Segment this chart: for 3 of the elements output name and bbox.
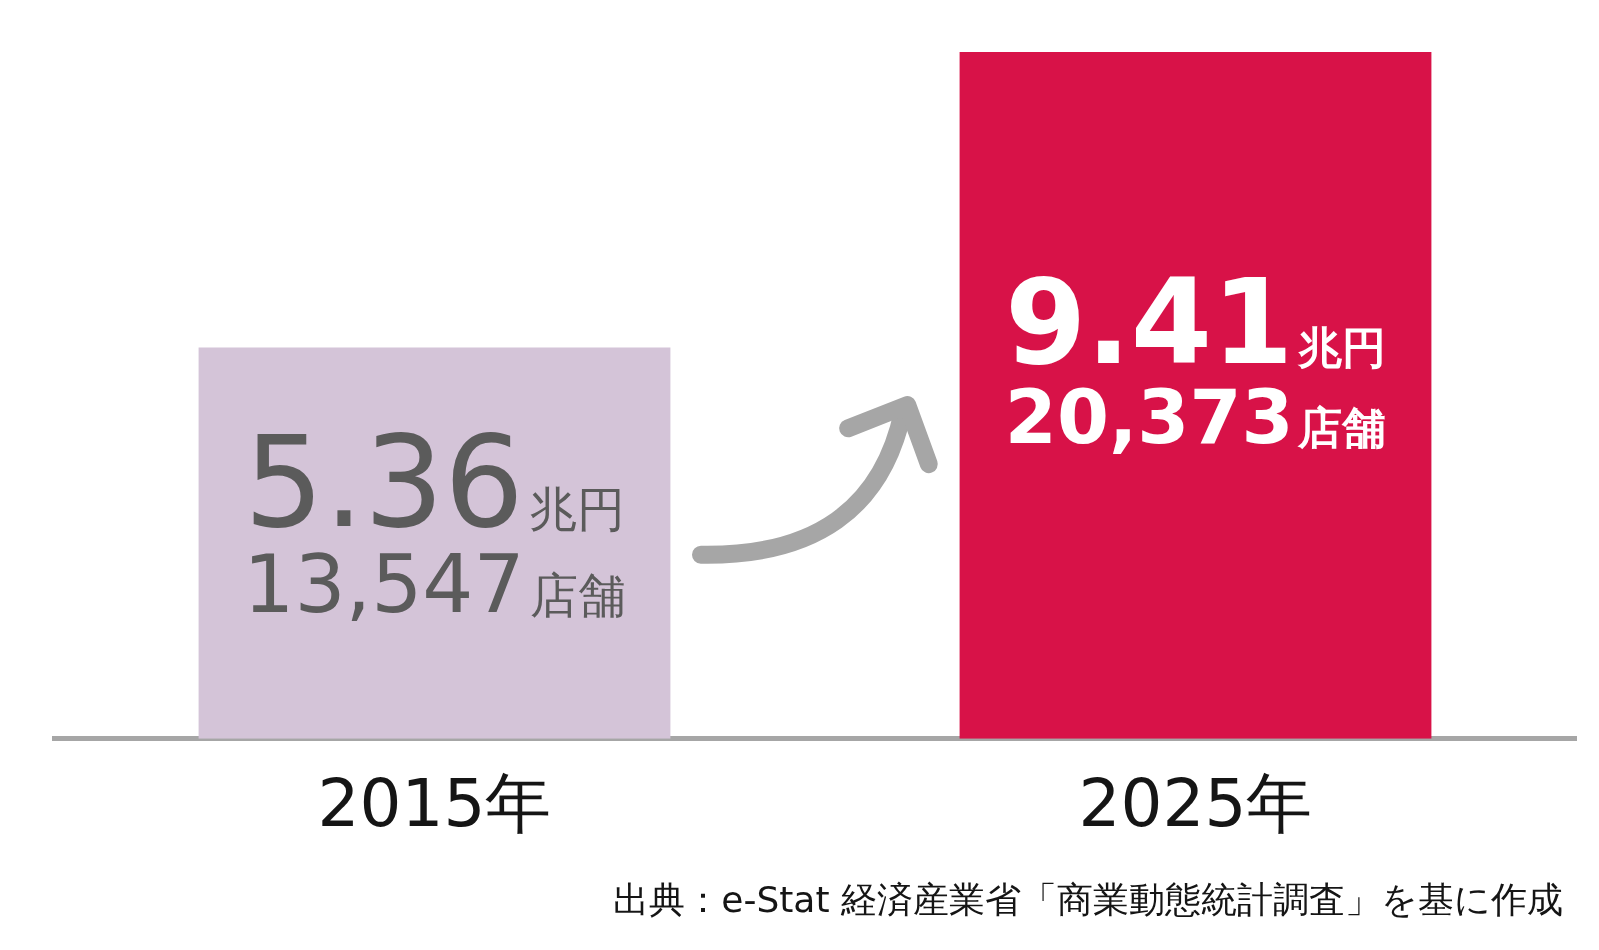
x-tick-label: 2015年 (317, 764, 552, 842)
source-note: 出典：e-Stat 経済産業省「商業動態統計調査」を基に作成 (613, 879, 1563, 921)
x-tick-label: 2025年 (1078, 764, 1313, 842)
